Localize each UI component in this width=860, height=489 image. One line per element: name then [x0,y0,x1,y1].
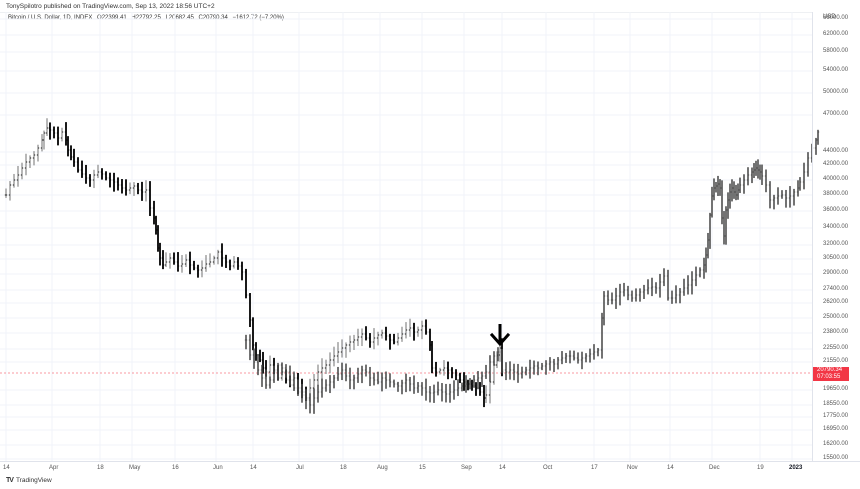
time-tick-label: Dec [709,465,720,471]
price-tick-label: 16950.00 [823,426,849,432]
grid [0,12,812,461]
time-axis[interactable]: 14 Apr 18 May 16 Jun 14 Jul 18 Aug 15 Sep 14 Oct 17 Nov… [0,461,860,476]
price-tick-label: 30500.00 [823,255,849,261]
time-tick-label: 14 [499,465,506,471]
time-tick-label: May [129,465,141,471]
chart-pane[interactable] [0,12,812,462]
price-tick-label: 22550.00 [823,345,849,351]
price-tick-label: 17750.00 [823,413,849,419]
price-tick-label: 54000.00 [823,67,849,73]
price-tick-label: 32000.00 [823,241,849,247]
time-tick-label: Apr [49,465,59,471]
ohlc-close: C20790.34 [198,15,228,21]
time-tick-label: 15 [419,465,426,471]
ohlc-change: −1612.72 (−7.20%) [232,15,284,21]
ohlc-high: H22792.25 [131,15,161,21]
price-tick-label: 42000.00 [823,161,849,167]
price-tick-label: 34000.00 [823,224,849,230]
price-tick-label: 29000.00 [823,270,849,276]
currency-label: USD [823,14,836,20]
time-tick-label: Nov [627,465,638,471]
price-tick-label: 66000.00 [823,15,849,21]
bar-countdown: 07:03:55 [817,374,841,380]
series-1 [244,129,820,414]
tradingview-logo-icon: TV [6,477,14,484]
time-tick-label: Oct [543,465,553,471]
time-tick-label: Sep [461,465,472,471]
brand-name: TradingView [15,477,52,484]
price-tick-label: 23800.00 [823,329,849,335]
price-tick-label: 36000.00 [823,207,849,213]
time-tick-label: 16 [172,465,179,471]
price-tick-label: 15500.00 [823,455,849,461]
last-price-value: 20790.34 [817,367,843,373]
symbol-legend: Bitcoin / U.S. Dollar, 1D, INDEX O22399.… [8,15,287,21]
price-tick-label: 47000.00 [823,111,849,117]
price-tick-label: 16200.00 [823,441,849,447]
time-tick-label: 19 [757,465,764,471]
price-tick-label: 21550.00 [823,358,849,364]
price-tick-label: 62000.00 [823,31,849,37]
time-tick-label: 18 [97,465,104,471]
time-tick-label: 14 [3,465,10,471]
price-tick-label: 38000.00 [823,191,849,197]
price-tick-label: 19650.00 [823,386,849,392]
ohlc-open: O22399.41 [97,15,127,21]
arrow-down-icon[interactable] [489,324,511,347]
last-price-label: 20790.34 07:03:55 [813,367,849,381]
price-tick-label: 50000.00 [823,89,849,95]
time-tick-label: 14 [667,465,674,471]
price-tick-label: 26200.00 [823,299,849,305]
price-tick-label: 27400.00 [823,286,849,292]
ohlc-low: L20682.45 [165,15,194,21]
time-tick-label: Jul [296,465,304,471]
price-tick-label: 44000.00 [823,148,849,154]
price-tick-label: 40000.00 [823,176,849,182]
time-tick-label: 14 [250,465,257,471]
time-tick-label: Aug [377,465,388,471]
price-tick-label: 25000.00 [823,314,849,320]
price-tick-label: 58000.00 [823,48,849,54]
time-tick-label: Jun [213,465,223,471]
footer: TV TradingView [6,477,52,484]
time-tick-label: 17 [591,465,598,471]
symbol-name: Bitcoin / U.S. Dollar, 1D, INDEX [8,15,93,21]
published-by-text: TonySpilotro published on TradingView.co… [6,3,215,10]
time-tick-label: 18 [340,465,347,471]
price-tick-label: 18550.00 [823,401,849,407]
time-tick-label: 2023 [789,465,803,471]
price-axis[interactable]: USD 66000.00 62000.00 58000.00 54000.00 5000… [812,12,860,461]
